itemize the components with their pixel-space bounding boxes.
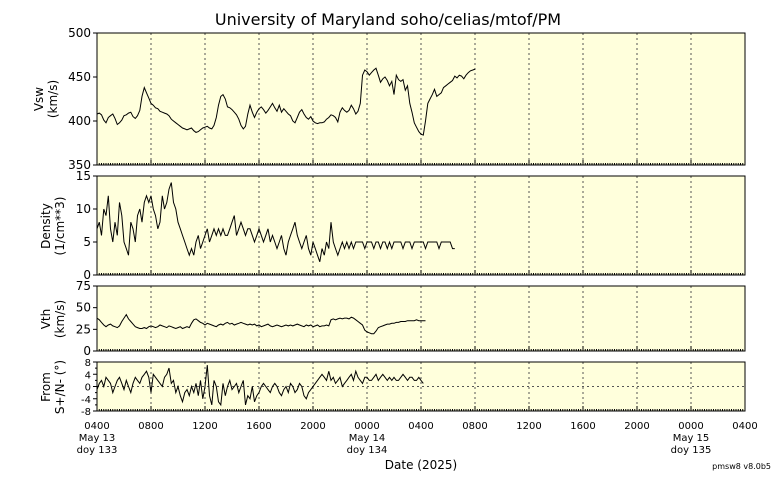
ylabel-panel-2: Vth (km/s): [39, 300, 67, 338]
panel-1-background: [97, 176, 745, 275]
panel-0-ytick-label-0: 350: [68, 158, 91, 172]
panel-1-ytick-label-2: 10: [76, 202, 91, 216]
day-date-label-0: May 13: [79, 433, 116, 444]
day-date-label-2: May 15: [673, 433, 710, 444]
x-tick-label-9: 1600: [570, 421, 595, 432]
panel-0-ytick-label-3: 500: [68, 26, 91, 40]
day-doy-label-1: doy 134: [347, 445, 388, 456]
ylabel-panel-1: Density (1/cm**3): [39, 197, 67, 256]
x-tick-label-12: 0400: [732, 421, 757, 432]
x-tick-label-6: 0400: [408, 421, 433, 432]
chart-title: University of Maryland soho/celias/mtof/…: [214, 10, 562, 29]
panel-1-ytick-label-1: 5: [83, 235, 91, 249]
panel-2-ytick-label-0: 0: [83, 344, 91, 358]
x-tick-label-0: 0400: [84, 421, 109, 432]
ylabel-panel-3-line1: From: [39, 372, 53, 402]
panel-0-series-line: [96, 67, 476, 136]
panel-3-ytick-label-3: 4: [85, 370, 91, 381]
x-tick-label-7: 0800: [462, 421, 487, 432]
panel-0-ytick-label-1: 400: [68, 114, 91, 128]
x-tick-label-10: 2000: [624, 421, 649, 432]
panel-3-ytick-label-1: -4: [81, 395, 91, 406]
x-tick-label-11: 0000: [678, 421, 703, 432]
panel-1-ytick-label-0: 0: [83, 268, 91, 282]
panel-1-series-line: [96, 182, 455, 262]
day-date-label-1: May 14: [349, 433, 386, 444]
x-tick-label-4: 2000: [300, 421, 325, 432]
ylabel-panel-3-line2: S+/N- (°): [53, 359, 67, 415]
panel-2-ytick-label-3: 75: [76, 279, 91, 293]
x-axis-label: Date (2025): [384, 458, 458, 472]
x-tick-label-2: 1200: [192, 421, 217, 432]
panel-2-ytick-label-1: 25: [76, 322, 91, 336]
x-tick-label-8: 1200: [516, 421, 541, 432]
ylabel-panel-1-line1: Density: [39, 203, 53, 249]
day-doy-label-0: doy 133: [77, 445, 118, 456]
version-label: pmsw8 v8.0b5: [712, 462, 771, 471]
ylabel-panel-2-line1: Vth: [39, 308, 53, 330]
ylabel-panel-0: Vsw (km/s): [32, 80, 60, 118]
x-tick-label-5: 0000: [354, 421, 379, 432]
panel-3-ytick-label-4: 8: [85, 358, 91, 369]
ylabel-panel-1-line2: (1/cm**3): [53, 196, 67, 256]
day-doy-label-2: doy 135: [671, 445, 712, 456]
ylabel-panel-3: From S+/N- (°): [39, 360, 67, 414]
x-tick-label-3: 1600: [246, 421, 271, 432]
panel-1-ytick-label-3: 15: [76, 169, 91, 183]
x-tick-label-1: 0800: [138, 421, 163, 432]
panel-2-ytick-label-2: 50: [76, 301, 91, 315]
ylabel-panel-0-line1: Vsw: [32, 86, 46, 112]
ylabel-panel-0-line2: (km/s): [46, 79, 60, 119]
panel-3-ytick-label-0: -8: [81, 407, 91, 418]
panel-3-series-line: [96, 365, 424, 407]
ylabel-panel-2-line2: (km/s): [53, 299, 67, 339]
panel-3-ytick-label-2: 0: [85, 383, 91, 394]
panel-2-series-line: [96, 313, 426, 335]
panel-0-ytick-label-2: 450: [68, 70, 91, 84]
